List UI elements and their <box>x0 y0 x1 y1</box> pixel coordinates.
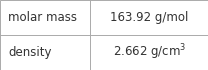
Text: 2.662 g/cm$^{3}$: 2.662 g/cm$^{3}$ <box>113 43 186 62</box>
Text: density: density <box>8 46 52 59</box>
Text: 163.92 g/mol: 163.92 g/mol <box>110 11 188 24</box>
Text: molar mass: molar mass <box>8 11 77 24</box>
